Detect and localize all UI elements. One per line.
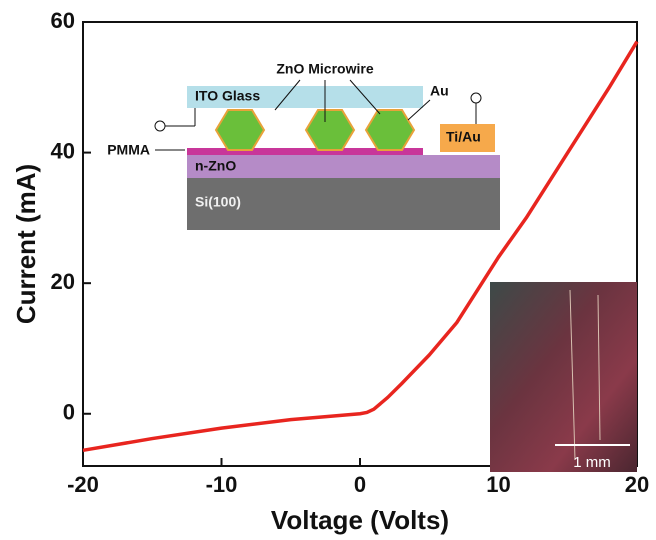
y-tick-label: 20 [51, 269, 75, 294]
microwire [306, 110, 354, 150]
microwire [216, 110, 264, 150]
x-tick-label: 0 [354, 472, 366, 497]
x-tick-label: -10 [206, 472, 238, 497]
scale-label: 1 mm [573, 454, 611, 471]
x-axis-label: Voltage (Volts) [271, 505, 449, 535]
label: n-ZnO [195, 158, 236, 174]
label: PMMA [107, 142, 150, 158]
label: Ti/Au [446, 129, 481, 145]
x-tick-label: 20 [625, 472, 649, 497]
photo: 1 mm [490, 282, 637, 472]
x-tick-label: 10 [486, 472, 510, 497]
y-axis-label: Current (mA) [11, 164, 41, 324]
label: Si(100) [195, 194, 241, 210]
chart: -20 -10 0 10 20 0 20 40 60 ZnO Microwire ITO Gla… [0, 0, 656, 535]
terminal [155, 121, 165, 131]
y-tick-label: 60 [51, 8, 75, 33]
label: Au [430, 83, 449, 99]
label: ITO Glass [195, 88, 260, 104]
terminal [471, 93, 481, 103]
y-tick-label: 40 [51, 138, 75, 163]
microwire [366, 110, 414, 150]
device-diagram: ZnO Microwire ITO Glass Au Ti/Au PMMA n-… [107, 61, 500, 230]
label: ZnO Microwire [276, 61, 373, 77]
x-tick-label: -20 [67, 472, 99, 497]
y-tick-label: 0 [63, 400, 75, 425]
photo-image [490, 282, 637, 472]
